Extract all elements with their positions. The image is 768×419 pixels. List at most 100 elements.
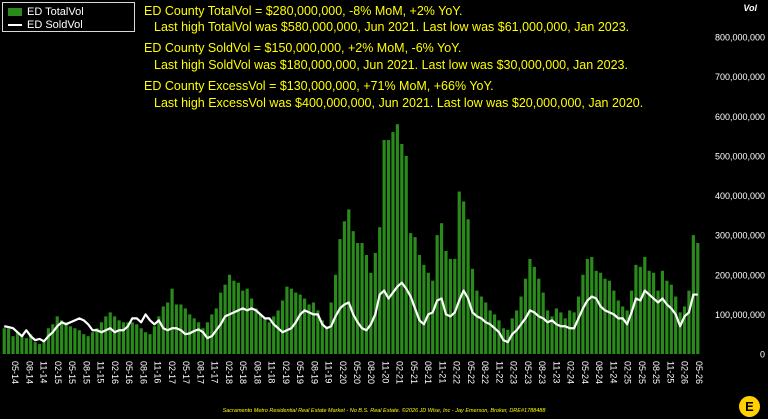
x-tick-label: 11-25 <box>665 361 675 383</box>
x-tick-label: 08-17 <box>195 361 205 384</box>
total-vol-bar <box>95 328 99 354</box>
total-vol-bar <box>192 318 196 354</box>
total-vol-bar <box>197 322 201 354</box>
total-vol-bar <box>86 336 90 354</box>
total-vol-bar <box>422 264 426 354</box>
total-vol-bar <box>444 250 448 354</box>
x-tick-label: 02-22 <box>452 361 462 384</box>
total-vol-bar <box>60 320 64 354</box>
total-vol-bar <box>64 322 68 354</box>
x-tick-label: 08-25 <box>651 361 661 384</box>
total-vol-bar <box>161 306 165 354</box>
total-vol-bar <box>687 290 691 354</box>
total-vol-bar <box>320 320 324 354</box>
total-vol-bar <box>236 282 240 354</box>
total-vol-bar <box>528 258 532 354</box>
y-tick-label: 0 <box>760 350 765 360</box>
total-vol-bar <box>250 298 254 354</box>
footer-credit: Sacramento Metro Residential Real Estate… <box>222 408 546 414</box>
total-vol-bar <box>77 330 81 354</box>
total-vol-bar <box>201 328 205 354</box>
legend-label-sold: ED SoldVol <box>27 18 83 31</box>
total-vol-bar <box>492 314 497 355</box>
total-vol-bar <box>448 258 452 354</box>
x-tick-label: 11-23 <box>551 361 561 383</box>
total-vol-bar <box>73 328 77 354</box>
x-tick-label: 02-24 <box>566 361 576 384</box>
x-tick-label: 05-19 <box>295 361 305 384</box>
total-vol-bar <box>311 302 316 354</box>
sold-vol-line <box>4 281 698 344</box>
x-tick-label: 11-18 <box>267 361 277 383</box>
total-vol-bar <box>29 334 33 354</box>
total-vol-bar <box>254 308 258 354</box>
total-vol-bar <box>113 316 117 354</box>
total-vol-bar <box>263 318 267 354</box>
total-vol-bar <box>638 266 642 354</box>
total-vol-bar <box>135 324 139 354</box>
total-vol-bar <box>11 336 15 354</box>
total-vol-bar <box>417 254 422 354</box>
x-tick-label: 05-16 <box>124 361 134 384</box>
legend-swatch-bar <box>8 7 22 16</box>
total-vol-bar <box>400 143 404 354</box>
total-vol-bar <box>46 328 50 354</box>
total-vol-bar <box>183 308 187 354</box>
total-vol-bar <box>55 316 59 354</box>
annotation-total-line1: ED County TotalVol = $280,000,000, -8% M… <box>144 4 463 18</box>
total-vol-bar <box>674 296 678 354</box>
x-tick-label: 02-26 <box>680 361 690 384</box>
total-vol-bar <box>121 322 126 354</box>
total-vol-bar <box>515 310 519 354</box>
total-vol-bar <box>404 155 408 355</box>
total-vol-bar <box>351 231 355 354</box>
brand-logo-icon: E <box>739 396 760 417</box>
total-vol-bar <box>497 320 501 354</box>
total-vol-bar <box>272 316 276 354</box>
total-vol-bar <box>276 310 280 354</box>
total-vol-bar <box>267 322 271 354</box>
total-vol-bar <box>241 290 245 354</box>
y-axis-unit-label: Vol <box>743 3 757 13</box>
x-tick-label: 08-20 <box>366 361 376 384</box>
y-tick-label: 600,000,000 <box>715 112 765 122</box>
legend-item-sold: ED SoldVol <box>8 18 83 31</box>
total-vol-bar <box>82 334 86 354</box>
y-tick-label: 700,000,000 <box>715 72 765 82</box>
total-vol-bar <box>612 290 616 354</box>
total-vol-bar <box>678 312 682 354</box>
x-tick-label: 11-21 <box>437 361 447 383</box>
annotation-sold-line1: ED County SoldVol = $150,000,000, +2% Mo… <box>144 41 462 55</box>
total-vol-bar <box>576 296 581 354</box>
total-vol-bar <box>7 328 11 354</box>
total-vol-bar <box>590 256 594 354</box>
legend-label-total: ED TotalVol <box>27 5 84 18</box>
total-vol-bar <box>356 243 360 354</box>
total-vol-bar <box>386 140 391 354</box>
total-vol-bar <box>157 316 161 354</box>
total-vol-bar <box>303 298 307 354</box>
total-vol-bar <box>285 286 289 354</box>
x-tick-label: 11-14 <box>39 361 49 383</box>
total-vol-bar <box>607 280 612 354</box>
annotation-sold-line2: Last high SoldVol was $180,000,000, Jun … <box>144 58 628 73</box>
x-tick-label: 02-18 <box>224 361 234 384</box>
annotation-excess-line2: Last high ExcessVol was $400,000,000, Ju… <box>144 96 643 111</box>
total-vol-bar <box>660 270 665 354</box>
x-tick-label: 05-23 <box>523 361 533 384</box>
total-vol-bar <box>51 324 55 354</box>
total-vol-bar <box>541 292 545 354</box>
y-tick-label: 300,000,000 <box>715 231 765 241</box>
legend-swatch-line <box>8 23 22 26</box>
x-tick-label: 02-19 <box>281 361 291 384</box>
total-vol-bar <box>15 332 20 354</box>
total-vol-bar <box>126 322 130 354</box>
total-vol-bar <box>603 278 607 354</box>
total-vol-bar <box>210 314 214 355</box>
total-vol-bar <box>316 310 320 354</box>
x-tick-label: 05-26 <box>694 361 704 384</box>
total-vol-bar <box>37 344 42 354</box>
total-vol-bar <box>166 302 170 354</box>
